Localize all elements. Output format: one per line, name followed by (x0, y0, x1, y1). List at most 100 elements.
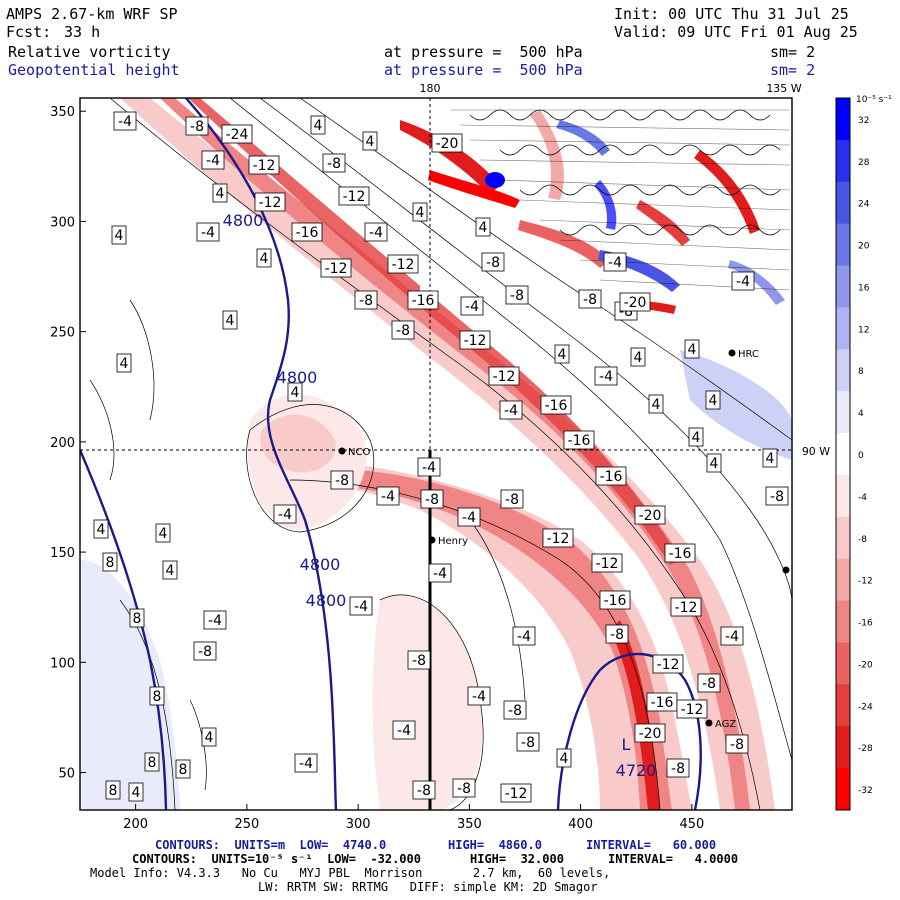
colorbar-tick-label: -8 (858, 535, 867, 545)
vorticity-label: -8 (425, 492, 439, 508)
vorticity-label: 4 (558, 347, 567, 363)
vorticity-band-main (120, 98, 775, 810)
vorticity-label: 4 (260, 251, 269, 267)
colorbar-unit: 10⁻⁵ s⁻¹ (856, 95, 892, 105)
vorticity-label-box (420, 489, 444, 509)
vorticity-label-box (603, 252, 627, 272)
vorticity-contour-labels: -4 -8 -24-12-44-84 -20-12 -124-4 -16 -44444-12… (93, 111, 789, 803)
vorticity-label-box (273, 504, 297, 524)
y-tick-label: 300 (50, 215, 75, 230)
vorticity-label-box (652, 654, 684, 674)
lon-label-top: 180 (420, 82, 441, 95)
vorticity-label-box (310, 115, 326, 135)
vorticity-label: -24 (226, 127, 249, 143)
height-contour-4800-far-west (80, 449, 168, 810)
colorbar-tick-label: -32 (858, 786, 873, 796)
colorbar-swatch (836, 433, 850, 476)
vorticity-label-box (392, 720, 416, 740)
vorticity-label: 4 (710, 456, 719, 472)
vorticity-label: 4 (132, 785, 141, 801)
vorticity-label: -8 (508, 703, 522, 719)
field2-level: at pressure = 500 hPa (384, 61, 583, 79)
vorticity-label: -4 (599, 369, 613, 385)
station-agz: AGZ (715, 719, 736, 730)
vorticity-label: -4 (299, 756, 313, 772)
vorticity-label: -16 (545, 398, 568, 414)
vorticity-label: -4 (433, 566, 447, 582)
vorticity-band-south-peak (610, 620, 660, 810)
vorticity-label: 4 (205, 730, 214, 746)
height-contour-4740-low (556, 652, 702, 810)
field2-smoothing: sm= 2 (770, 61, 816, 79)
vorticity-label-box (175, 759, 191, 779)
vorticity-label: 4 (115, 228, 124, 244)
colorbar-tick-label: -12 (858, 577, 873, 587)
height-label-5: 4720 (616, 761, 657, 780)
vorticity-label: -4 (369, 225, 383, 241)
vorticity-label: -20 (639, 726, 662, 742)
vorticity-label: 4 (416, 205, 425, 221)
vorticity-label-box (648, 394, 664, 414)
vorticity-label: 4 (159, 526, 168, 542)
vorticity-label-box (362, 131, 378, 151)
vorticity-label: -4 (201, 225, 215, 241)
vorticity-label: -12 (493, 369, 516, 385)
vorticity-label-box (540, 395, 572, 415)
vorticity-label-box (634, 505, 666, 525)
vorticity-label: -4 (422, 460, 436, 476)
height-label-3: 4800 (300, 555, 341, 574)
vorticity-label: -16 (669, 546, 692, 562)
vorticity-label: -8 (417, 783, 431, 799)
vorticity-label-box (666, 758, 690, 778)
vorticity-label: 4 (766, 451, 775, 467)
init-time: Init: 00 UTC Thu 31 Jul 25 (614, 5, 849, 23)
vorticity-label-box (144, 752, 160, 772)
vorticity-label: -4 (354, 599, 368, 615)
vorticity-label-box (221, 124, 253, 144)
vorticity-label-box (203, 610, 227, 630)
colorbar-tick-label: -4 (858, 493, 867, 503)
colorbar: 32 28 24 20 16 12 8 4 0 -4 -8 -12 -16 -20 -24 -28 -32 (835, 97, 873, 811)
vorticity-label: -16 (651, 695, 674, 711)
vorticity-label-box (376, 486, 400, 506)
vorticity-label-box (105, 780, 121, 800)
vorticity-label-box (676, 699, 708, 719)
vorticity-label: -4 (462, 510, 476, 526)
colorbar-swatch (836, 726, 850, 769)
vorticity-label: -4 (208, 613, 222, 629)
x-axis: 200 250 300 350 400 450 (123, 804, 704, 832)
vorticity-patch-blue-west (80, 560, 180, 810)
vorticity-label-box (116, 353, 132, 373)
station-nco: NCO (348, 447, 370, 458)
vorticity-label-box (762, 448, 778, 468)
vorticity-label: 8 (148, 755, 157, 771)
colorbar-tick-label: -16 (858, 619, 873, 629)
vorticity-label-box (664, 543, 696, 563)
vorticity-label: -16 (568, 433, 591, 449)
colorbar-tick-label: 16 (858, 283, 870, 293)
vorticity-label: 8 (106, 555, 115, 571)
vorticity-label-box (634, 723, 666, 743)
vorticity-label-box (294, 753, 318, 773)
vorticity-label-box (457, 507, 481, 527)
vorticity-label: -8 (335, 473, 349, 489)
vorticity-label: -12 (259, 195, 282, 211)
vorticity-label: 8 (179, 762, 188, 778)
vorticity-label-box (731, 271, 755, 291)
vorticity-label-box (500, 783, 532, 803)
colorbar-tick-label: 0 (858, 451, 864, 461)
vorticity-label-box (467, 686, 491, 706)
vorticity-label: -8 (412, 653, 426, 669)
vorticity-label: 4 (166, 563, 175, 579)
vorticity-label: 4 (652, 397, 661, 413)
colorbar-swatch (836, 474, 850, 518)
vorticity-label: -8 (521, 735, 535, 751)
vorticity-label-box (595, 466, 627, 486)
colorbar-swatch (836, 265, 850, 308)
vorticity-label-box (554, 344, 570, 364)
model-title: AMPS 2.67-km WRF SP (6, 5, 178, 23)
vorticity-label: -16 (412, 293, 435, 309)
vorticity-label-box (185, 116, 209, 136)
vorticity-label: -4 (206, 153, 220, 169)
x-tick-label: 300 (346, 817, 371, 832)
